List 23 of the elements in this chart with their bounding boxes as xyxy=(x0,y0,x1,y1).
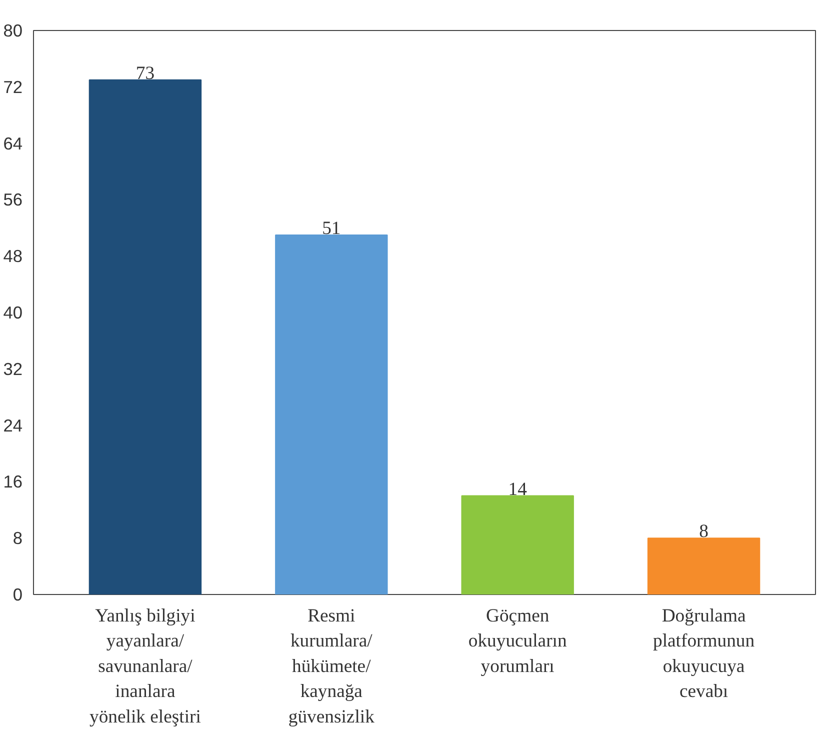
x-tick-label: Doğrulama platformunun okuyucuya cevabı xyxy=(653,606,756,702)
data-label: 14 xyxy=(508,478,528,500)
y-tick-label: 0 xyxy=(12,584,23,604)
data-label: 8 xyxy=(699,521,708,542)
x-tick-label: Resmi kurumlara/ hükümete/ kaynağa güvensizlik xyxy=(288,606,376,728)
bar xyxy=(88,79,202,594)
bar xyxy=(275,234,388,594)
y-tick-label: 80 xyxy=(3,20,23,40)
data-label: 73 xyxy=(136,62,155,84)
y-tick-label: 56 xyxy=(3,190,23,210)
x-tick-label: Yanlış bilgiyi yayanlara/ savunanlara/ inanlara yönelik eleştiri xyxy=(90,606,201,728)
bar xyxy=(647,538,760,594)
data-label: 51 xyxy=(322,218,341,239)
y-tick-label: 16 xyxy=(3,472,23,492)
y-tick-label: 8 xyxy=(12,528,23,548)
y-tick-label: 24 xyxy=(3,415,23,436)
y-tick-label: 48 xyxy=(3,246,23,266)
y-tick-label: 72 xyxy=(3,76,23,97)
y-tick-label: 40 xyxy=(3,302,23,322)
y-tick-label: 32 xyxy=(3,358,23,379)
x-tick-label: Göçmen okuyucuların yorumları xyxy=(468,606,568,677)
y-tick-label: 64 xyxy=(3,133,23,154)
bar xyxy=(461,495,574,594)
